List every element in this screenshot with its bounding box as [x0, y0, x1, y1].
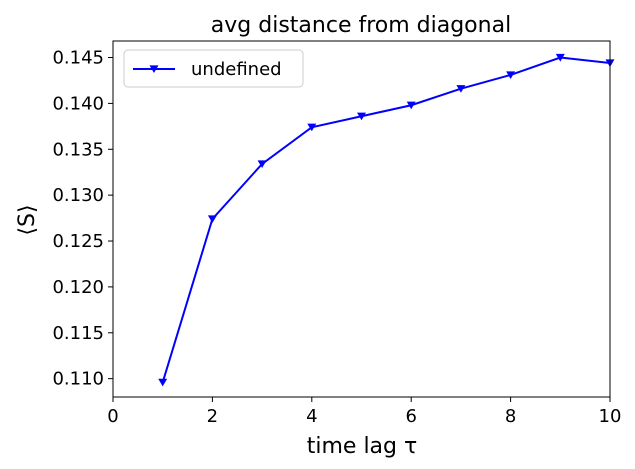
plot-frame — [112, 40, 611, 398]
y-tick-label: 0.115 — [52, 323, 104, 344]
legend-marker — [149, 65, 159, 74]
y-axis-label-group: ⟨S⟩ — [15, 204, 40, 235]
axis-ticks: 0 2 4 6 8 10 0.110 0.115 0.120 0.125 0.130 0.135 0.1… — [52, 48, 621, 427]
y-tick-label: 0.125 — [52, 231, 104, 252]
legend-box — [123, 49, 304, 88]
y-axis-label: ⟨S⟩ — [15, 204, 40, 235]
data-point — [158, 378, 168, 387]
y-tick-label: 0.130 — [52, 185, 104, 206]
x-tick-label: 6 — [405, 406, 416, 427]
data-point — [406, 101, 416, 110]
data-point — [555, 53, 565, 62]
data-point — [207, 215, 217, 224]
data-point — [357, 112, 366, 121]
x-tick-label: 10 — [599, 406, 622, 427]
x-tick-label: 0 — [107, 406, 118, 427]
data-point — [456, 85, 466, 93]
x-tick-label: 2 — [207, 406, 218, 427]
series-line — [161, 56, 611, 383]
x-tick-label: 8 — [505, 406, 516, 427]
y-tick-label: 0.110 — [52, 369, 104, 390]
y-tick-label: 0.145 — [52, 48, 104, 69]
y-tick-label: 0.135 — [52, 139, 104, 160]
y-tick-label: 0.120 — [52, 277, 104, 298]
data-point — [257, 160, 267, 168]
legend: undefined — [123, 49, 304, 88]
y-tick-label: 0.140 — [52, 93, 104, 114]
data-point — [307, 123, 317, 132]
legend-label: undefined — [191, 59, 282, 80]
series-layer — [158, 53, 615, 387]
chart-title: avg distance from diagonal — [211, 13, 511, 38]
data-point — [506, 71, 516, 79]
x-tick-label: 4 — [306, 406, 317, 427]
x-axis-label: time lag τ — [307, 434, 418, 459]
